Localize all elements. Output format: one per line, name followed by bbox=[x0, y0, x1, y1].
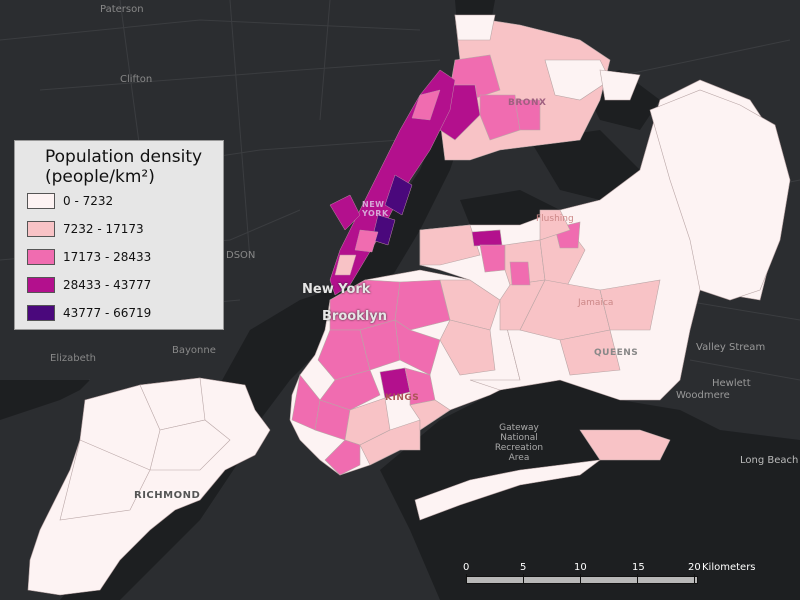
tract[interactable] bbox=[59, 439, 151, 521]
tract[interactable] bbox=[439, 319, 496, 376]
scale-tick bbox=[466, 574, 467, 584]
place-label-valley-stream: Valley Stream bbox=[696, 342, 766, 353]
tract[interactable] bbox=[599, 69, 641, 101]
tract[interactable] bbox=[479, 94, 521, 141]
scale-tick-label: 0 bbox=[463, 562, 470, 573]
tract[interactable] bbox=[514, 99, 541, 131]
place-label-brooklyn: Brooklyn bbox=[322, 309, 388, 324]
scale-unit-label: Kilometers bbox=[702, 562, 756, 573]
legend-item: 7232 - 17173 bbox=[27, 219, 144, 239]
legend-swatch bbox=[27, 277, 55, 293]
legend-swatch bbox=[27, 305, 55, 321]
legend-swatch bbox=[27, 193, 55, 209]
tract[interactable] bbox=[149, 419, 231, 471]
map-legend: Population density (people/km²) 0 - 7232… bbox=[14, 140, 224, 330]
place-label-new-york: New York bbox=[302, 282, 371, 297]
tract[interactable] bbox=[384, 174, 413, 216]
tract[interactable] bbox=[509, 261, 531, 286]
tract[interactable] bbox=[411, 89, 441, 121]
scale-tick bbox=[694, 574, 695, 584]
legend-item: 43777 - 66719 bbox=[27, 303, 151, 323]
borough-manhattan bbox=[329, 69, 456, 296]
nassau-shore bbox=[649, 89, 791, 301]
tract[interactable] bbox=[409, 399, 451, 431]
legend-item: 17173 - 28433 bbox=[27, 247, 151, 267]
legend-swatch bbox=[27, 221, 55, 237]
legend-title-line2: (people/km²) bbox=[45, 167, 155, 187]
borough-label-manhattan: NEW YORK bbox=[362, 200, 389, 218]
tract[interactable] bbox=[394, 279, 451, 331]
tract[interactable] bbox=[394, 319, 441, 376]
place-label-hudson: DSON bbox=[226, 250, 256, 261]
tract[interactable] bbox=[439, 279, 501, 331]
legend-item: 28433 - 43777 bbox=[27, 275, 151, 295]
legend-title: Population density (people/km²) bbox=[45, 147, 202, 187]
place-label-flushing: Flushing bbox=[536, 214, 574, 224]
place-label-bayonne: Bayonne bbox=[172, 345, 216, 356]
scale-tick-label: 10 bbox=[574, 562, 587, 573]
borough-label-richmond: RICHMOND bbox=[134, 490, 201, 501]
tract[interactable] bbox=[329, 194, 361, 231]
legend-label: 7232 - 17173 bbox=[63, 222, 144, 236]
tract[interactable] bbox=[334, 254, 357, 276]
scale-tick bbox=[637, 574, 638, 584]
tract[interactable] bbox=[419, 224, 481, 266]
tract[interactable] bbox=[354, 229, 379, 253]
legend-item: 0 - 7232 bbox=[27, 191, 113, 211]
legend-label: 17173 - 28433 bbox=[63, 250, 152, 264]
place-label-jamaica: Jamaica bbox=[578, 298, 614, 308]
scale-tick-label: 20 bbox=[688, 562, 701, 573]
tract[interactable] bbox=[649, 89, 791, 301]
borough-label-kings: KINGS bbox=[385, 393, 420, 403]
tract[interactable] bbox=[599, 279, 661, 331]
tract[interactable] bbox=[471, 229, 503, 247]
legend-label: 43777 - 66719 bbox=[63, 306, 152, 320]
place-label-gateway: Gateway National Recreation Area bbox=[494, 423, 544, 463]
scale-bar: 0 5 10 15 20 Kilometers bbox=[460, 562, 760, 592]
place-label-clifton: Clifton bbox=[120, 74, 153, 85]
scale-tick bbox=[523, 574, 524, 584]
scale-tick bbox=[580, 574, 581, 584]
borough-bronx bbox=[439, 14, 641, 161]
scale-track bbox=[466, 576, 698, 584]
place-label-woodmere: Woodmere bbox=[676, 390, 730, 401]
tract[interactable] bbox=[539, 209, 571, 241]
place-label-long-beach: Long Beach bbox=[740, 455, 799, 466]
tract[interactable] bbox=[319, 369, 381, 411]
tract[interactable] bbox=[559, 329, 621, 376]
place-label-elizabeth: Elizabeth bbox=[50, 353, 97, 364]
place-label-hewlett: Hewlett bbox=[712, 378, 751, 389]
borough-label-queens: QUEENS bbox=[594, 348, 639, 358]
legend-swatch bbox=[27, 249, 55, 265]
legend-title-line1: Population density bbox=[45, 147, 203, 167]
borough-kings bbox=[289, 269, 521, 476]
scale-tick-label: 15 bbox=[632, 562, 645, 573]
tract[interactable] bbox=[499, 279, 546, 331]
tract[interactable] bbox=[454, 14, 496, 41]
tract[interactable] bbox=[579, 429, 671, 461]
borough-label-bronx: BRONX bbox=[508, 98, 547, 108]
tract[interactable] bbox=[544, 59, 611, 101]
legend-label: 28433 - 43777 bbox=[63, 278, 152, 292]
borough-richmond bbox=[27, 377, 271, 596]
scale-tick-label: 5 bbox=[520, 562, 527, 573]
legend-label: 0 - 7232 bbox=[63, 194, 114, 208]
tract[interactable] bbox=[414, 459, 602, 521]
tract[interactable] bbox=[324, 439, 361, 476]
place-label-paterson: Paterson bbox=[100, 4, 144, 15]
